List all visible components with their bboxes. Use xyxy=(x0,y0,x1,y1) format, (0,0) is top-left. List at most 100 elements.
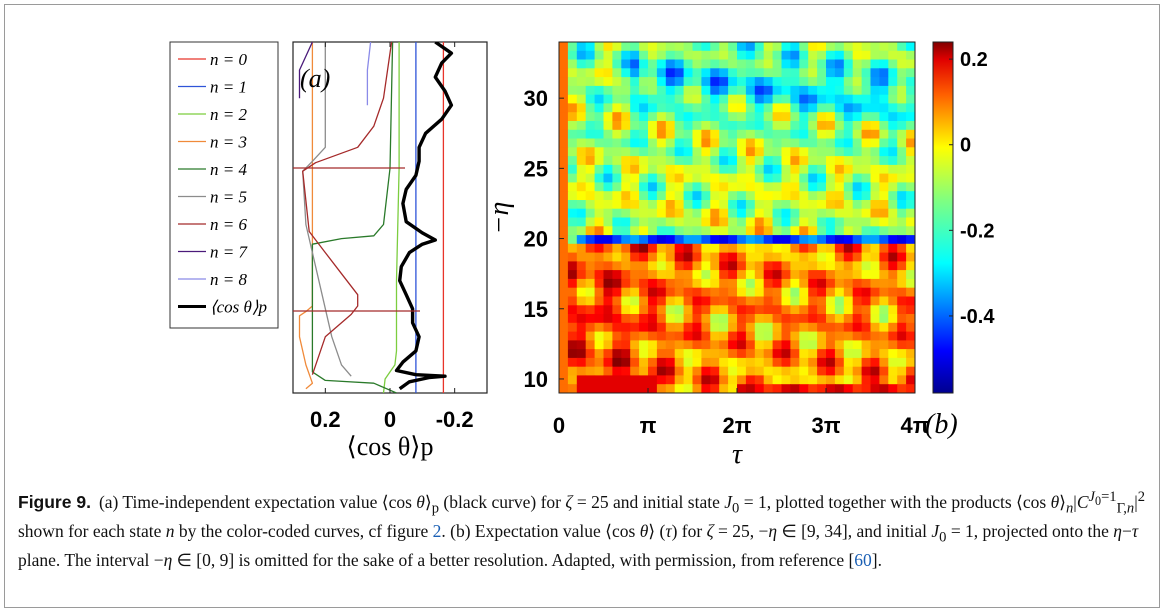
heatmap-cell xyxy=(719,278,729,289)
heatmap-cell xyxy=(674,121,685,131)
heatmap-cell xyxy=(861,243,872,254)
heatmap-cell xyxy=(648,208,658,219)
heatmap-cell xyxy=(799,375,809,385)
heatmap-cell xyxy=(692,94,702,105)
heatmap-cell xyxy=(594,85,605,96)
heatmap-cell xyxy=(656,164,667,175)
heatmap-cell xyxy=(567,243,578,254)
heatmap-cell xyxy=(781,314,791,324)
heatmap-cell xyxy=(888,68,898,78)
heatmap-cell xyxy=(639,42,649,52)
heatmap-cell xyxy=(826,164,836,175)
heatmap-cell xyxy=(710,85,720,96)
heatmap-cell xyxy=(594,287,605,298)
y-tick-label: 10 xyxy=(524,367,548,392)
heatmap-cell xyxy=(737,68,747,78)
heatmap-cell xyxy=(656,68,667,78)
heatmap-cell xyxy=(781,138,791,148)
heatmap-cell xyxy=(701,261,711,271)
heatmap-cell xyxy=(576,243,587,254)
heatmap-cell xyxy=(603,68,613,78)
heatmap-cell xyxy=(639,208,649,219)
heatmap-cell xyxy=(870,322,880,333)
heatmap-cell xyxy=(567,94,578,105)
heatmap-cell xyxy=(852,349,863,359)
heatmap-cell xyxy=(790,366,800,377)
heatmap-cell xyxy=(745,322,756,333)
heatmap-cell xyxy=(763,366,774,377)
heatmap-cell xyxy=(852,77,863,87)
heatmap-cell xyxy=(754,296,765,306)
heatmap-cell xyxy=(621,270,631,280)
heatmap-cell xyxy=(772,322,783,333)
heatmap-cell xyxy=(665,121,676,131)
heatmap-cell xyxy=(870,278,880,289)
heatmap-cell xyxy=(763,138,774,148)
heatmap-cell xyxy=(594,296,605,306)
heatmap-cell xyxy=(790,278,800,289)
heatmap-cell xyxy=(559,235,569,245)
heatmap-cell xyxy=(683,112,694,122)
heatmap-cell xyxy=(781,103,791,113)
heatmap-cell xyxy=(674,243,685,254)
heatmap-cell xyxy=(692,103,702,113)
heatmap-cell xyxy=(585,77,596,87)
heatmap-cell xyxy=(585,50,596,61)
heatmap-cell xyxy=(879,287,889,298)
heatmap-cell xyxy=(576,68,587,78)
heatmap-cell xyxy=(834,173,845,183)
heatmap-cell xyxy=(648,235,658,245)
heatmap-cell xyxy=(594,112,605,122)
heatmap-cell xyxy=(612,278,622,289)
heatmap-cell xyxy=(728,366,738,377)
heatmap-cell xyxy=(817,357,827,368)
heatmap-cell xyxy=(870,112,880,122)
heatmap-cell xyxy=(852,42,863,52)
heatmap-cell xyxy=(603,384,613,393)
heatmap-cell xyxy=(834,103,845,113)
heatmap-cell xyxy=(683,208,694,219)
heatmap-cell xyxy=(754,112,765,122)
heatmap-cell xyxy=(897,375,907,385)
series-line-6 xyxy=(302,42,393,375)
heatmap-cell xyxy=(781,156,791,166)
heatmap-cell xyxy=(834,50,845,61)
heatmap-cell xyxy=(639,156,649,166)
heatmap-cell xyxy=(745,278,756,289)
heatmap-cell xyxy=(754,349,765,359)
heatmap-cell xyxy=(754,235,765,245)
heatmap-cell xyxy=(710,331,720,341)
heatmap-cell xyxy=(639,331,649,341)
heatmap-cell xyxy=(817,85,827,96)
heatmap-cell xyxy=(674,384,685,393)
heatmap-cell xyxy=(754,217,765,227)
heatmap-cell xyxy=(603,270,613,280)
heatmap-cell xyxy=(843,287,854,298)
heatmap-cell xyxy=(745,156,756,166)
heatmap-cell xyxy=(754,261,765,271)
heatmap-cell xyxy=(817,261,827,271)
heatmap-cell xyxy=(790,261,800,271)
heatmap-cell xyxy=(701,85,711,96)
heatmap-cell xyxy=(576,59,587,69)
heatmap-cell xyxy=(790,349,800,359)
heatmap-cell xyxy=(763,331,774,341)
heatmap-cell xyxy=(754,314,765,324)
heatmap-cell xyxy=(790,243,800,254)
heatmap-cell xyxy=(648,252,658,262)
heatmap-cell xyxy=(648,50,658,61)
heatmap-cell xyxy=(674,59,685,69)
heatmap-cell xyxy=(763,173,774,183)
heatmap-cell xyxy=(656,217,667,227)
heatmap-cell xyxy=(719,103,729,113)
heatmap-cell xyxy=(826,305,836,315)
heatmap-cell xyxy=(648,112,658,122)
heatmap-cell xyxy=(603,59,613,69)
heatmap-cell xyxy=(772,59,783,69)
heatmap-cell xyxy=(763,164,774,175)
heatmap-cell xyxy=(559,357,569,368)
heatmap-cell xyxy=(710,261,720,271)
heatmap-cell xyxy=(665,243,676,254)
heatmap-cell xyxy=(888,314,898,324)
heatmap-cell xyxy=(879,59,889,69)
